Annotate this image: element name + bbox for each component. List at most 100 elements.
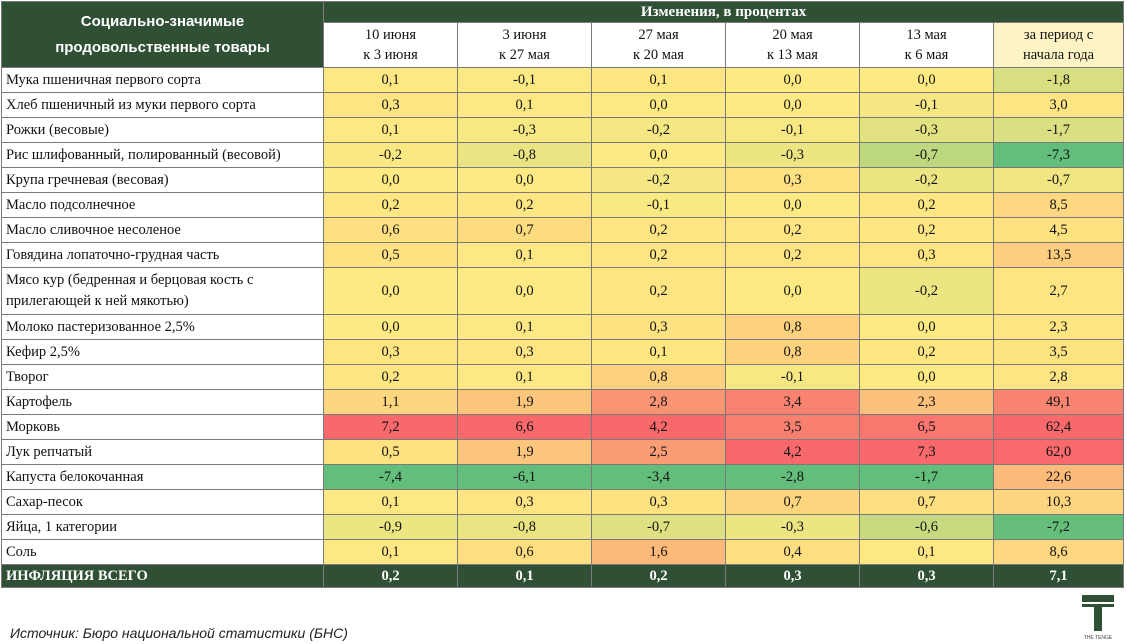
table-body: Мука пшеничная первого сорта 0,1 -0,1 0,1 0,… [1,67,1125,588]
change-value: -0,1 [457,67,592,93]
table-row: Сахар-песок 0,1 0,3 0,3 0,7 0,7 10,3 [1,489,1125,515]
change-value: 0,2 [859,339,994,365]
period-header-line-2: к 3 июня [363,47,418,63]
table-row: Масло сливочное несоленое 0,6 0,7 0,2 0,2 0,2… [1,217,1125,243]
product-name: Крупа гречневая (весовая) [1,167,324,193]
change-value: 0,6 [323,217,458,243]
product-name: Мука пшеничная первого сорта [1,67,324,93]
the-tenge-logo: THE TENGE [1082,595,1114,641]
change-value: 2,8 [992,364,1125,390]
table-row: Молоко пастеризованное 2,5% 0,0 0,1 0,3 0,8 0… [1,314,1125,340]
change-value: 0,2 [725,217,860,243]
change-value: 3,5 [725,414,860,440]
table-row: Яйца, 1 категории -0,9 -0,8 -0,7 -0,3 -0,6 -7,… [1,514,1125,540]
period-header-line-2: к 20 мая [633,47,684,63]
product-name: Творог [1,364,324,390]
table-row: Рожки (весовые) 0,1 -0,3 -0,2 -0,1 -0,3 -1,7 [1,117,1125,143]
change-value: 0,1 [859,539,994,565]
period-header-line-2: к 13 мая [767,47,818,63]
change-value: 0,5 [323,242,458,268]
change-value: 1,9 [457,389,592,415]
change-value: 8,6 [992,539,1125,565]
product-name: Соль [1,539,324,565]
period-column-header: 10 июня к 3 июня [323,22,458,68]
change-value: 0,7 [457,217,592,243]
change-value: 0,0 [859,314,994,340]
change-value: 3,0 [992,92,1125,118]
product-name: Картофель [1,389,324,415]
change-value: 0,1 [457,364,592,390]
table-row: Морковь 7,2 6,6 4,2 3,5 6,5 62,4 [1,414,1125,440]
change-value: 0,0 [457,167,592,193]
product-name: Морковь [1,414,324,440]
period-column-header: 3 июня к 27 мая [457,22,592,68]
table-row: Соль 0,1 0,6 1,6 0,4 0,1 8,6 [1,539,1125,565]
period-header-line-1: 3 июня [502,27,547,43]
change-value: 4,2 [591,414,726,440]
change-value: 6,6 [457,414,592,440]
change-value: -0,2 [591,117,726,143]
change-value: 0,2 [591,267,726,315]
change-value: 6,5 [859,414,994,440]
source-note: Источник: Бюро национальной статистики (… [10,625,348,641]
inflation-total-value: 0,2 [591,564,726,588]
change-value: 3,5 [992,339,1125,365]
change-value: -0,2 [323,142,458,168]
change-value: 0,1 [591,339,726,365]
change-value: -0,2 [859,167,994,193]
change-value: 0,1 [323,539,458,565]
change-value: 0,2 [457,192,592,218]
table-row: Крупа гречневая (весовая) 0,0 0,0 -0,2 0,3 -0… [1,167,1125,193]
change-value: -0,8 [457,514,592,540]
change-value: 0,1 [457,242,592,268]
period-header-row: 10 июня к 3 июня 3 июня к 27 мая 27 мая к 20 … [2,22,1125,68]
changes-group-header: Изменения, в процентах [322,1,1125,23]
change-value: 0,0 [725,267,860,315]
change-value: -3,4 [591,464,726,490]
table-row: Говядина лопаточно-грудная часть 0,5 0,1 0,… [1,242,1125,268]
period-column-header: 27 мая к 20 мая [591,22,726,68]
period-header-line-2: к 6 мая [904,47,949,63]
change-value: 4,2 [725,439,860,465]
change-value: 7,2 [323,414,458,440]
table-row: Творог 0,2 0,1 0,8 -0,1 0,0 2,8 [1,364,1125,390]
product-name: Сахар-песок [1,489,324,515]
change-value: -0,9 [323,514,458,540]
change-value: 0,0 [323,267,458,315]
product-name: Капуста белокочанная [1,464,324,490]
change-value: 0,2 [859,192,994,218]
change-value: 62,0 [992,439,1125,465]
svg-text:THE TENGE: THE TENGE [1084,635,1113,641]
inflation-table: Социально-значимые продовольственные тов… [1,1,1125,588]
change-value: 10,3 [992,489,1125,515]
change-value: 2,8 [591,389,726,415]
change-value: 0,0 [725,192,860,218]
product-name: Яйца, 1 категории [1,514,324,540]
inflation-total-label: ИНФЛЯЦИЯ ВСЕГО [1,564,324,588]
inflation-total-value: 0,1 [457,564,592,588]
change-value: 0,0 [457,267,592,315]
change-value: 0,3 [323,339,458,365]
change-value: 0,7 [859,489,994,515]
change-value: 0,1 [323,67,458,93]
change-value: -0,1 [725,117,860,143]
change-value: 0,6 [457,539,592,565]
table-row: Мука пшеничная первого сорта 0,1 -0,1 0,1 0,… [1,67,1125,93]
change-value: 49,1 [992,389,1125,415]
change-value: 0,3 [859,242,994,268]
change-value: -0,6 [859,514,994,540]
change-value: 0,3 [323,92,458,118]
change-value: 7,3 [859,439,994,465]
change-value: 0,0 [591,142,726,168]
change-value: 0,0 [323,167,458,193]
change-value: 0,2 [591,217,726,243]
period-column-header: 13 мая к 6 мая [859,22,994,68]
change-value: 22,6 [992,464,1125,490]
change-value: 3,4 [725,389,860,415]
period-header-line-1: 10 июня [364,27,417,43]
period-header-line-1: 27 мая [638,27,679,43]
change-value: 8,5 [992,192,1125,218]
inflation-total-value: 0,3 [859,564,994,588]
product-name: Рожки (весовые) [1,117,324,143]
change-value: 0,8 [725,339,860,365]
